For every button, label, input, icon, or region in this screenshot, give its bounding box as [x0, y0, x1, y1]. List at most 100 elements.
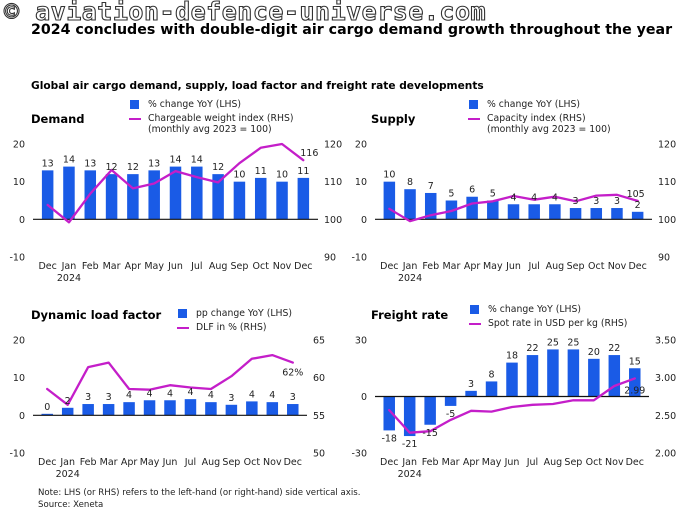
bar-data-label: 6	[469, 185, 475, 196]
chart-panel-freight-rate: Freight rate % change YoY (LHS) Spot rate …	[343, 300, 686, 510]
chart-title: Demand	[31, 112, 85, 126]
rhs-tick-label: 110	[324, 177, 342, 188]
subheadline: Global air cargo demand, supply, load fa…	[31, 80, 484, 92]
bar	[549, 204, 561, 220]
bar-data-label: 3	[468, 379, 474, 390]
bar-data-label: 3	[106, 392, 112, 403]
category-label: Dec	[626, 457, 644, 468]
bar-data-label: 14	[63, 155, 75, 166]
bar-data-label: 15	[629, 356, 641, 367]
bar	[82, 404, 94, 416]
rhs-tick-label: 55	[313, 411, 325, 422]
bar	[590, 208, 603, 220]
legend-label: Chargeable weight index (RHS)	[148, 113, 294, 124]
legend-item-bar: pp change YoY (LHS)	[178, 308, 292, 319]
rhs-tick-label: 2.50	[655, 411, 676, 422]
rhs-tick-label: 100	[658, 215, 676, 226]
category-label: Jul	[527, 261, 539, 272]
year-label: 2024	[57, 273, 81, 284]
category-label: Mar	[100, 457, 118, 468]
lhs-tick-label: 10	[355, 177, 367, 188]
category-label: May	[482, 457, 502, 468]
bar-data-label: 12	[212, 162, 224, 173]
category-label: Sep	[567, 261, 585, 272]
bar	[383, 181, 396, 220]
legend-item-line: Chargeable weight index (RHS) (monthly av…	[129, 113, 294, 135]
category-label: Apr	[125, 261, 142, 272]
bar	[212, 174, 224, 220]
bar-data-label: 22	[526, 343, 538, 354]
bar	[547, 349, 559, 397]
bar-data-label: -15	[422, 428, 438, 439]
category-label: Jun	[505, 261, 521, 272]
bar-data-label: -5	[446, 409, 455, 420]
category-label: Feb	[82, 261, 99, 272]
bar-data-label: 3	[290, 392, 296, 403]
legend-line-swatch	[177, 327, 189, 329]
chart-legend: % change YoY (LHS) Capacity index (RHS) (m…	[468, 99, 611, 138]
bar-data-label: 4	[208, 390, 214, 401]
legend-label: % change YoY (LHS)	[488, 304, 582, 315]
bar	[102, 404, 115, 416]
bar-data-label: 25	[547, 337, 559, 348]
rhs-tick-label: 90	[324, 253, 336, 264]
bar-data-label: 4	[187, 387, 193, 398]
category-label: Mar	[442, 261, 460, 272]
bar-data-label: 4	[126, 390, 132, 401]
bar	[528, 204, 540, 220]
category-label: Oct	[586, 457, 603, 468]
chart-panel-load-factor: Dynamic load factor pp change YoY (LHS) DL…	[0, 300, 343, 510]
bar-data-label: 7	[428, 181, 434, 192]
bar	[105, 174, 118, 220]
category-label: Apr	[121, 457, 138, 468]
category-label: Aug	[209, 261, 228, 272]
category-label: Jul	[184, 457, 196, 468]
legend-bar-swatch	[178, 309, 187, 318]
bar	[233, 181, 246, 220]
bar	[485, 381, 498, 397]
bar-data-label: 13	[84, 158, 96, 169]
bar	[611, 208, 623, 220]
bar-data-label: 4	[552, 192, 558, 203]
bar	[507, 204, 520, 220]
bar	[205, 402, 217, 416]
category-label: Jan	[59, 457, 75, 468]
bar	[225, 404, 238, 416]
category-label: Dec	[294, 261, 312, 272]
chart-panel-demand: Demand % change YoY (LHS) Chargeable weigh…	[0, 99, 343, 314]
chart-legend: pp change YoY (LHS) DLF in % (RHS)	[177, 308, 292, 336]
series-line	[388, 193, 639, 223]
category-label: Oct	[244, 457, 261, 468]
lhs-tick-label: 0	[19, 411, 25, 422]
category-label: Nov	[263, 457, 282, 468]
bar	[61, 407, 74, 416]
bar-data-label: 12	[127, 162, 139, 173]
bar-data-label: 3	[614, 196, 620, 207]
chart-panel-supply: Supply % change YoY (LHS) Capacity index (…	[343, 99, 686, 314]
bar-data-label: 14	[191, 155, 203, 166]
legend-label: % change YoY (LHS)	[487, 99, 581, 110]
bar-data-label: 4	[147, 388, 153, 399]
bar	[287, 404, 299, 416]
legend-line-swatch	[129, 118, 141, 120]
bar-data-label: 3	[85, 392, 91, 403]
chart-title: Supply	[371, 112, 416, 126]
bar-data-label: 4	[249, 389, 255, 400]
source-note: Source: Xeneta	[38, 500, 104, 510]
bar-data-label: 13	[42, 158, 54, 169]
category-label: Dec	[628, 261, 646, 272]
lhs-tick-label: 20	[13, 140, 25, 151]
bar	[444, 396, 457, 406]
category-label: Dec	[284, 457, 302, 468]
bar	[569, 208, 582, 220]
rhs-tick-label: 60	[313, 373, 325, 384]
category-label: Aug	[202, 457, 221, 468]
bar	[123, 402, 135, 416]
legend-bar-swatch	[470, 305, 479, 314]
rhs-tick-label: 50	[313, 449, 325, 460]
bar	[127, 174, 139, 220]
bar-data-label: 13	[148, 158, 160, 169]
bar-data-label: 5	[490, 189, 496, 200]
